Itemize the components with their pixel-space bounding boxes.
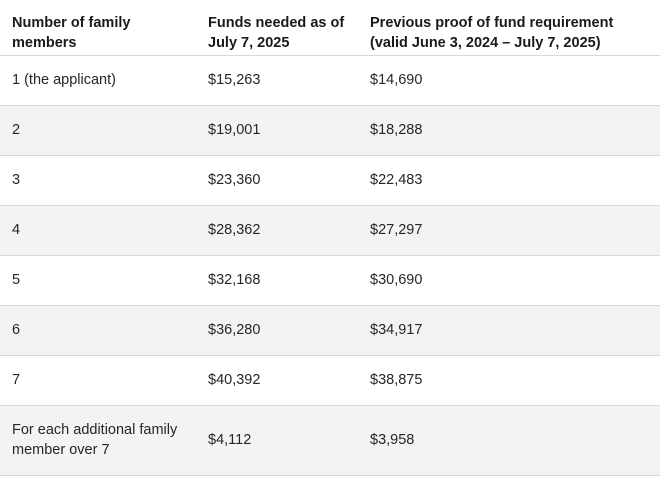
previous-requirement-cell: $14,690 bbox=[358, 55, 660, 106]
family-members-cell: For each additional family member over 7 bbox=[0, 405, 196, 476]
table-row: 6 $36,280 $34,917 bbox=[0, 305, 660, 356]
funds-needed-cell: $36,280 bbox=[196, 305, 358, 356]
table-body: 1 (the applicant) $15,263 $14,690 2 $19,… bbox=[0, 55, 660, 476]
funds-needed-cell: $15,263 bbox=[196, 55, 358, 106]
family-members-cell: 7 bbox=[0, 355, 196, 406]
table-header: Number of family members Funds needed as… bbox=[0, 0, 660, 56]
table-row: 7 $40,392 $38,875 bbox=[0, 355, 660, 406]
family-members-cell: 4 bbox=[0, 205, 196, 256]
funds-needed-cell: $4,112 bbox=[196, 405, 358, 476]
header-family-members: Number of family members bbox=[0, 0, 196, 56]
previous-requirement-cell: $22,483 bbox=[358, 155, 660, 206]
previous-requirement-cell: $27,297 bbox=[358, 205, 660, 256]
family-members-cell: 5 bbox=[0, 255, 196, 306]
table-row: For each additional family member over 7… bbox=[0, 405, 660, 476]
header-funds-needed: Funds needed as of July 7, 2025 bbox=[196, 0, 358, 56]
previous-requirement-cell: $18,288 bbox=[358, 105, 660, 156]
header-previous-requirement: Previous proof of fund requirement (vali… bbox=[358, 0, 660, 56]
family-members-cell: 3 bbox=[0, 155, 196, 206]
funds-needed-cell: $32,168 bbox=[196, 255, 358, 306]
table-row: 5 $32,168 $30,690 bbox=[0, 255, 660, 306]
table-row: 2 $19,001 $18,288 bbox=[0, 105, 660, 156]
funds-needed-cell: $19,001 bbox=[196, 105, 358, 156]
previous-requirement-cell: $3,958 bbox=[358, 405, 660, 476]
previous-requirement-cell: $38,875 bbox=[358, 355, 660, 406]
funds-needed-cell: $28,362 bbox=[196, 205, 358, 256]
table-row: 3 $23,360 $22,483 bbox=[0, 155, 660, 206]
family-members-cell: 2 bbox=[0, 105, 196, 156]
table-row: 4 $28,362 $27,297 bbox=[0, 205, 660, 256]
family-members-cell: 6 bbox=[0, 305, 196, 356]
header-row: Number of family members Funds needed as… bbox=[0, 0, 660, 56]
family-members-cell: 1 (the applicant) bbox=[0, 55, 196, 106]
previous-requirement-cell: $34,917 bbox=[358, 305, 660, 356]
funds-needed-cell: $40,392 bbox=[196, 355, 358, 406]
previous-requirement-cell: $30,690 bbox=[358, 255, 660, 306]
proof-of-funds-table: Number of family members Funds needed as… bbox=[0, 0, 660, 476]
funds-needed-cell: $23,360 bbox=[196, 155, 358, 206]
table-row: 1 (the applicant) $15,263 $14,690 bbox=[0, 55, 660, 106]
